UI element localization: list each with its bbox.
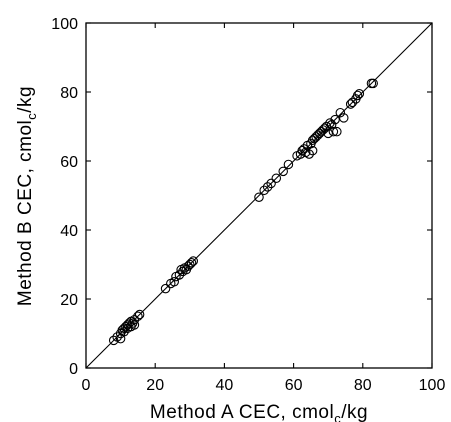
data-point	[134, 309, 145, 320]
x-axis-ticks: 0 20 40 60 80 100	[82, 23, 446, 394]
data-point	[262, 182, 273, 192]
data-point	[325, 118, 335, 128]
data-point	[304, 149, 314, 159]
data-point	[316, 126, 327, 137]
data-point	[278, 166, 288, 177]
data-point	[133, 311, 143, 321]
data-point	[347, 97, 358, 108]
data-point	[188, 256, 199, 266]
x-tick-label: 40	[216, 377, 234, 394]
plot-area-frame	[85, 22, 433, 369]
x-tick-label: 20	[146, 377, 164, 394]
data-point	[160, 283, 171, 294]
data-point	[335, 107, 346, 118]
data-point	[169, 276, 179, 287]
data-point	[326, 120, 337, 130]
data-point	[345, 99, 356, 109]
data-point	[330, 114, 340, 125]
x-axis-label: Method A CEC, cmolc/kg	[150, 402, 368, 422]
x-tick-label: 60	[285, 377, 303, 394]
data-point	[119, 323, 129, 334]
data-points	[108, 78, 378, 346]
data-point	[352, 90, 363, 101]
x-tick-label: 0	[82, 377, 91, 394]
data-point	[328, 126, 339, 137]
data-point	[311, 132, 321, 142]
data-point	[108, 335, 119, 346]
y-tick-label: 40	[60, 223, 78, 240]
data-point	[354, 88, 365, 99]
data-point	[174, 270, 185, 280]
data-point	[117, 325, 128, 335]
data-point	[129, 314, 140, 325]
data-point	[183, 261, 193, 271]
data-point	[186, 258, 197, 268]
y-tick-label: 80	[60, 85, 78, 102]
data-point	[185, 259, 195, 270]
data-point	[339, 113, 349, 123]
data-point	[266, 178, 276, 189]
y-axis-label: Method B CEC, cmolc/kg	[15, 86, 39, 306]
data-point	[271, 173, 282, 184]
data-point	[321, 121, 332, 132]
one-to-one-line	[85, 22, 433, 369]
data-point	[318, 125, 328, 135]
reference-line-group	[85, 22, 433, 369]
y-tick-label: 60	[60, 154, 78, 171]
y-tick-label: 20	[60, 292, 78, 309]
data-point	[313, 130, 323, 140]
data-point	[129, 320, 140, 330]
data-point	[368, 78, 378, 89]
data-point	[309, 133, 320, 144]
data-point	[307, 135, 318, 146]
y-tick-label: 0	[69, 361, 78, 378]
y-tick-label: 100	[51, 16, 78, 33]
data-point	[332, 126, 342, 137]
data-point	[314, 128, 325, 139]
x-tick-label: 80	[354, 377, 372, 394]
data-point	[323, 128, 333, 139]
x-tick-label: 100	[419, 377, 446, 394]
data-point	[259, 185, 269, 196]
y-axis-ticks: 0 20 40 60 80 100	[51, 16, 432, 378]
data-point	[283, 159, 294, 170]
data-point	[254, 192, 264, 202]
data-point	[307, 145, 318, 156]
